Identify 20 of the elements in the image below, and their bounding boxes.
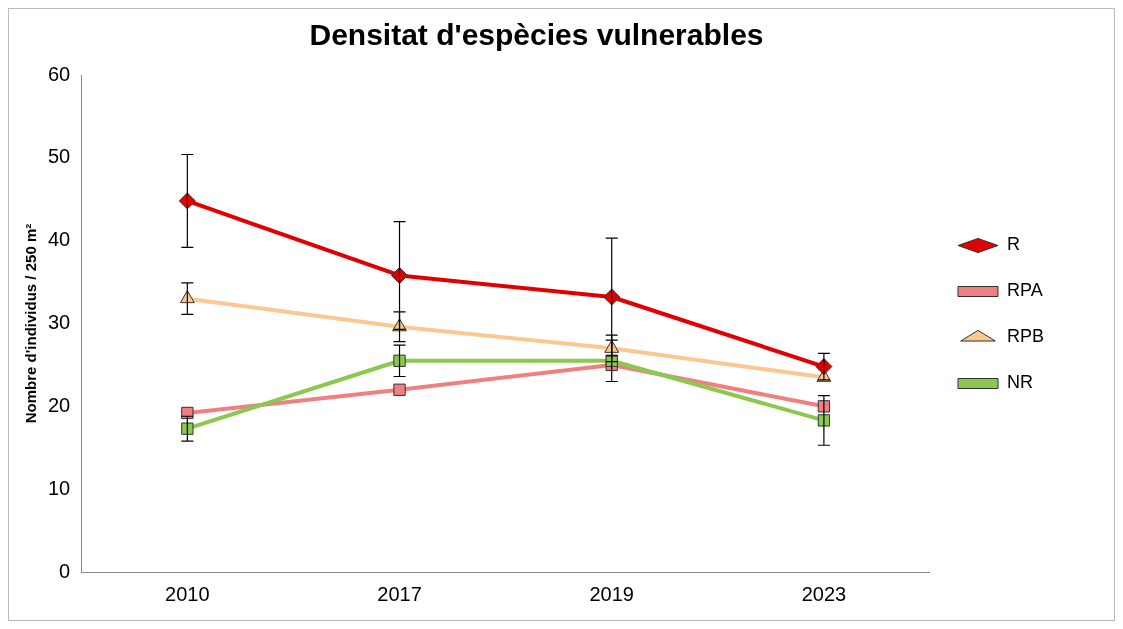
x-tick-label: 2017 bbox=[377, 582, 422, 605]
legend-label: R bbox=[1006, 234, 1020, 255]
y-tick-label: 60 bbox=[48, 62, 71, 85]
point bbox=[181, 422, 194, 435]
x-tick-label: 2010 bbox=[165, 582, 210, 605]
chart-title: Densitat d'espècies vulnerables bbox=[309, 18, 764, 52]
y-axis-title: Nombre d'individus / 250 m² bbox=[22, 223, 40, 424]
legend-label: NR bbox=[1006, 372, 1033, 393]
point bbox=[181, 406, 194, 420]
y-tick-label: 30 bbox=[48, 311, 71, 334]
point bbox=[393, 383, 406, 396]
legend-label: RPB bbox=[1006, 326, 1044, 347]
y-tick-label: 0 bbox=[59, 559, 71, 582]
x-tick-label: 2019 bbox=[589, 582, 634, 605]
legend-label: RPA bbox=[1006, 280, 1043, 301]
y-tick-label: 10 bbox=[48, 476, 71, 499]
x-tick-label: 2023 bbox=[801, 582, 847, 605]
y-tick-label: 50 bbox=[48, 145, 71, 168]
y-tick-label: 40 bbox=[48, 228, 71, 251]
y-tick-label: 20 bbox=[48, 393, 71, 416]
